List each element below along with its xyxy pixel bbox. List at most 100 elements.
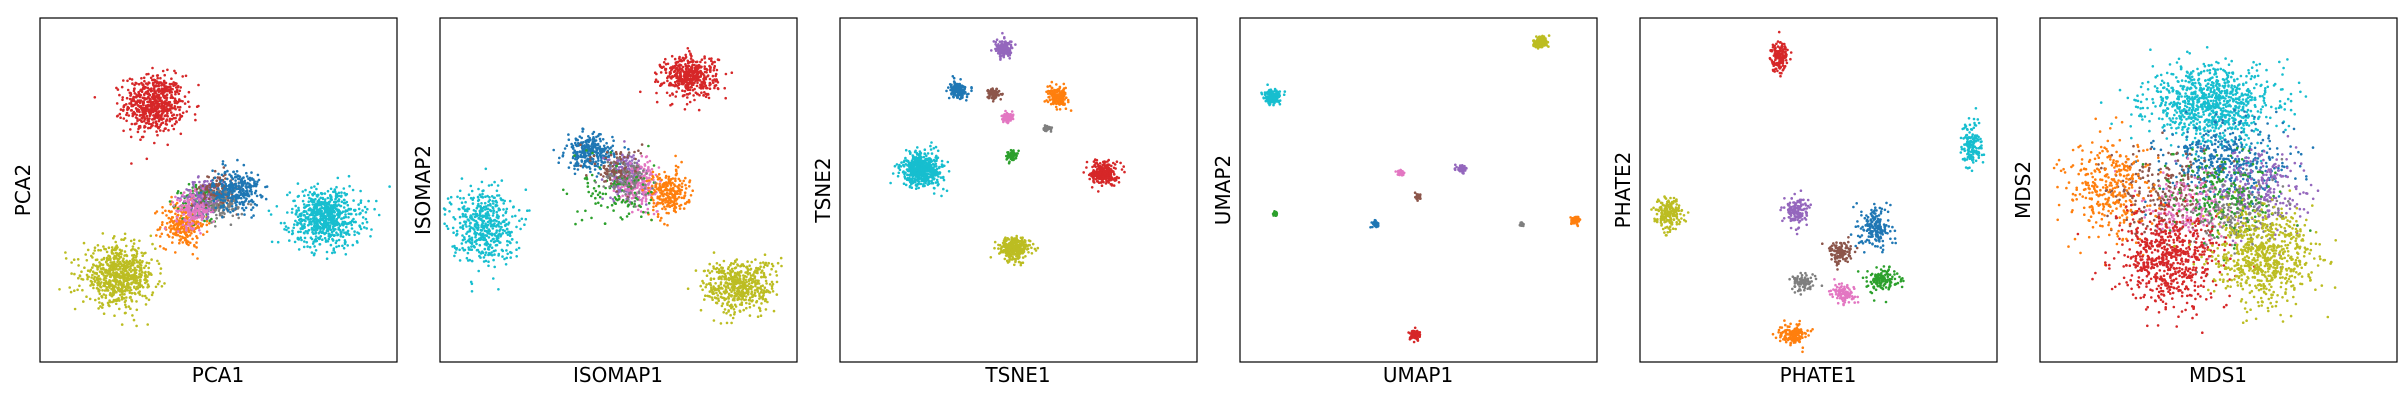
data-point: [148, 117, 151, 120]
data-point: [167, 128, 170, 132]
data-point: [155, 84, 159, 88]
data-point: [595, 149, 599, 152]
data-point: [664, 176, 668, 179]
data-point: [597, 184, 601, 188]
data-point: [152, 117, 155, 121]
data-point: [620, 185, 624, 189]
data-point: [585, 149, 588, 152]
data-point: [185, 205, 188, 208]
data-point: [167, 109, 170, 112]
data-point: [634, 196, 638, 200]
data-point: [126, 79, 129, 83]
data-point: [313, 214, 317, 218]
data-point: [252, 214, 255, 217]
data-point: [589, 155, 592, 159]
data-point: [287, 226, 290, 230]
data-point: [155, 122, 159, 126]
data-point: [326, 189, 330, 193]
data-point: [238, 188, 242, 192]
data-point: [115, 244, 118, 247]
data-point: [316, 226, 320, 230]
data-point: [163, 227, 167, 230]
data-point: [311, 203, 315, 206]
data-point: [159, 123, 162, 127]
data-point: [678, 207, 682, 210]
data-point: [691, 189, 694, 192]
data-point: [363, 226, 366, 229]
data-point: [618, 189, 621, 192]
data-point: [314, 206, 318, 210]
data-point: [154, 211, 157, 215]
data-point: [113, 276, 116, 279]
data-point: [579, 164, 583, 168]
data-point: [243, 213, 246, 216]
data-point: [101, 306, 104, 309]
data-point: [113, 314, 116, 318]
data-point: [683, 108, 687, 111]
data-point: [160, 99, 163, 102]
data-point: [592, 154, 596, 158]
data-point: [245, 197, 248, 200]
data-point: [350, 223, 354, 227]
data-point: [140, 108, 144, 111]
data-point: [244, 206, 248, 210]
data-point: [700, 91, 703, 94]
data-point: [294, 212, 298, 216]
data-point: [228, 196, 231, 200]
data-point: [146, 103, 150, 107]
data-point: [297, 248, 301, 251]
data-point: [197, 83, 200, 87]
data-point: [173, 81, 177, 85]
data-point: [612, 139, 615, 142]
data-point: [118, 265, 122, 269]
data-point: [201, 223, 205, 226]
data-point: [343, 231, 346, 234]
data-point: [58, 288, 61, 291]
data-point: [212, 191, 215, 194]
data-point: [331, 237, 334, 241]
data-point: [180, 214, 183, 218]
data-point: [189, 193, 192, 196]
data-point: [321, 223, 325, 227]
data-point: [297, 194, 301, 198]
data-point: [129, 135, 133, 139]
data-point: [219, 202, 222, 206]
data-point: [593, 162, 597, 166]
data-point: [156, 88, 160, 91]
data-point: [695, 76, 698, 80]
data-point: [189, 241, 192, 245]
data-point: [327, 208, 331, 211]
data-point: [112, 298, 116, 302]
data-point: [306, 204, 309, 207]
data-point: [347, 216, 350, 219]
data-point: [153, 88, 156, 91]
data-point: [703, 55, 706, 58]
data-point: [657, 173, 661, 176]
data-point: [644, 200, 648, 203]
data-point: [699, 75, 702, 78]
data-point: [128, 291, 132, 295]
data-point: [125, 119, 128, 123]
data-point: [115, 279, 118, 282]
data-point: [133, 92, 137, 95]
data-point: [121, 96, 124, 99]
data-point: [347, 174, 351, 178]
data-point: [90, 276, 93, 279]
data-point: [708, 87, 712, 90]
data-point: [677, 86, 680, 90]
data-point: [686, 77, 689, 81]
data-point: [130, 298, 133, 302]
data-point: [345, 225, 348, 229]
data-point: [308, 190, 312, 194]
data-point: [197, 186, 201, 189]
data-point: [183, 199, 187, 202]
data-point: [359, 227, 363, 231]
data-point: [236, 193, 239, 197]
data-point: [321, 196, 325, 200]
data-point: [650, 190, 653, 194]
data-point: [243, 192, 247, 196]
data-point: [305, 241, 309, 244]
data-point: [122, 277, 126, 280]
data-point: [323, 236, 327, 240]
data-point: [133, 248, 137, 251]
